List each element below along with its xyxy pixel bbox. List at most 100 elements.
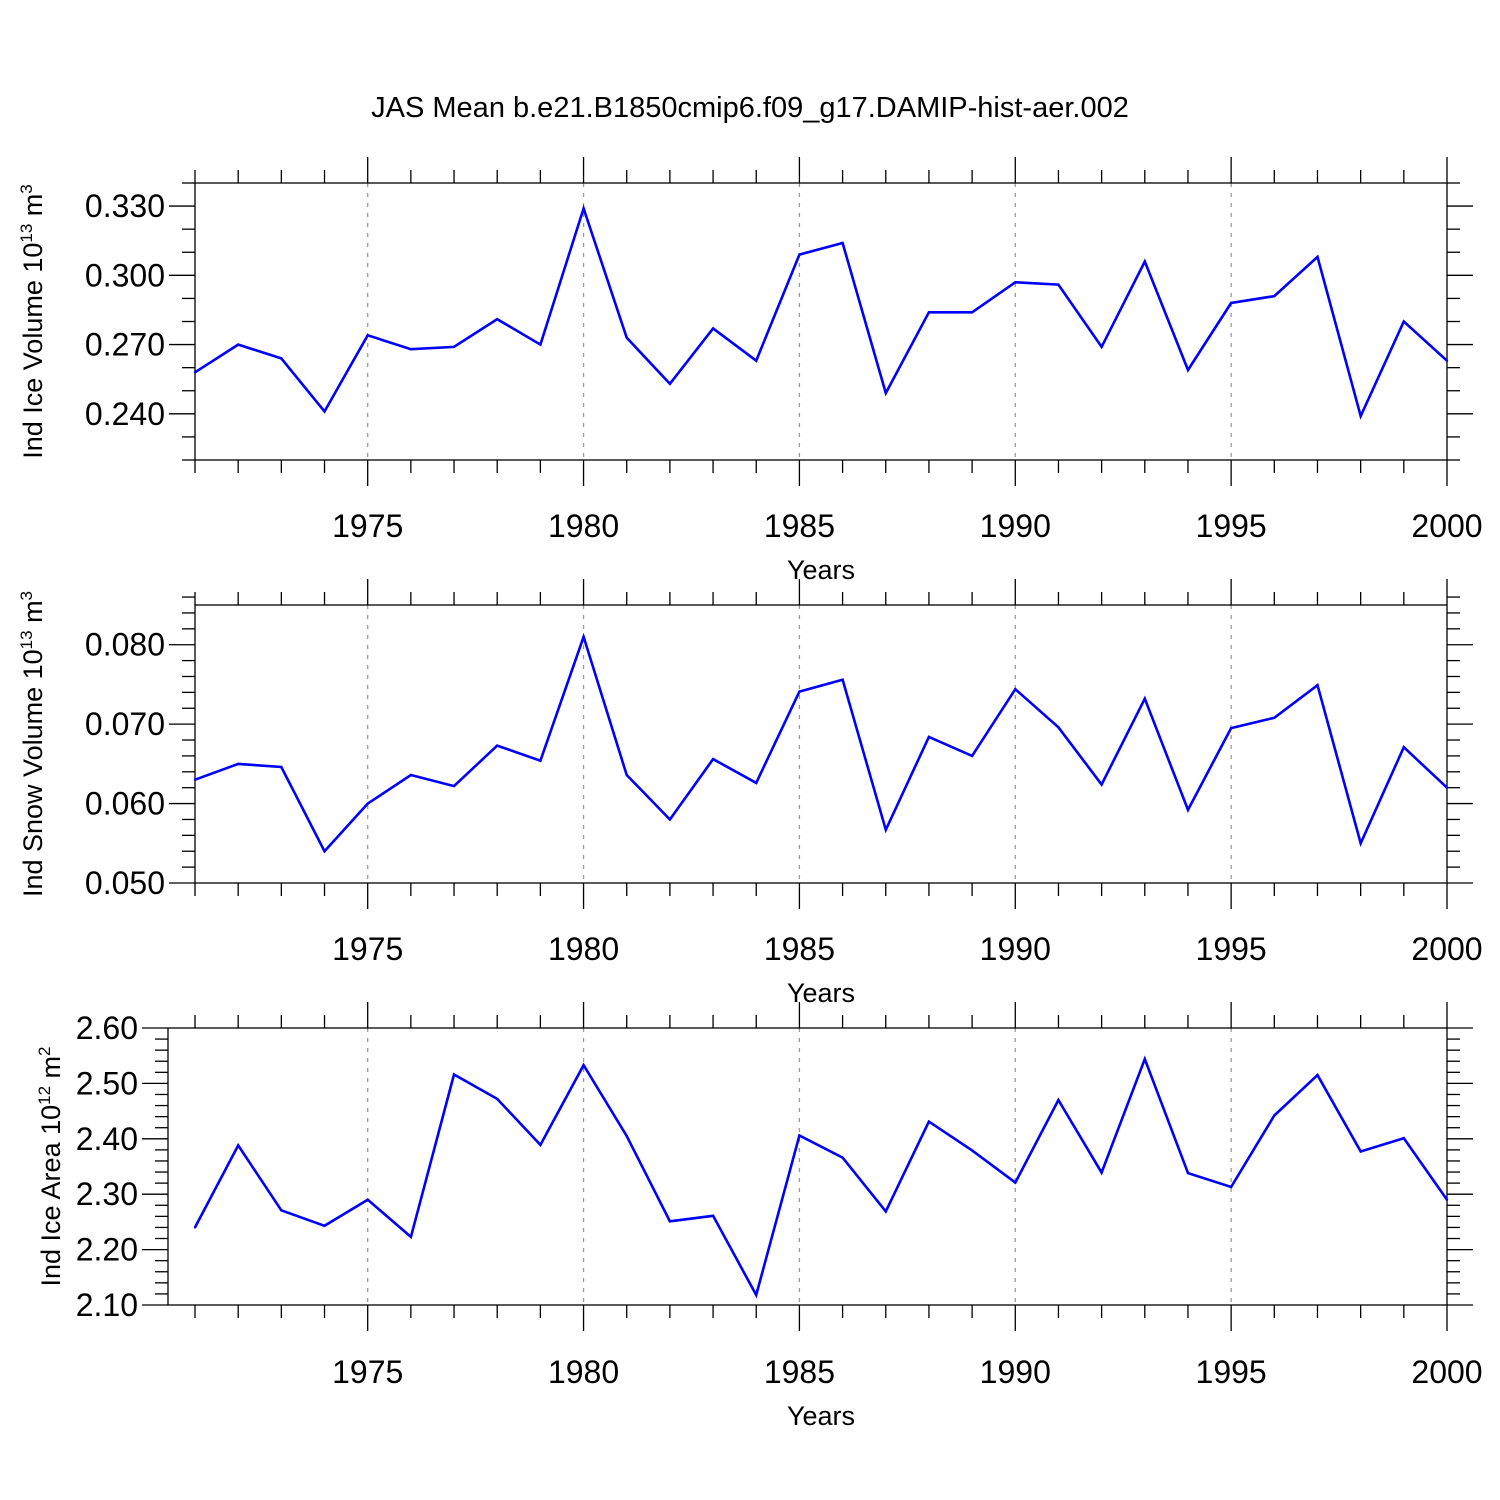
data-point [193, 371, 197, 374]
x-tick-label: 1975 [332, 931, 403, 967]
data-point [193, 778, 197, 781]
panel-1: 1975 1980 1985 1990 1995 2000 Years 0.240 0.270 0… [17, 157, 1483, 585]
data-point [841, 1156, 844, 1159]
data-point [1186, 808, 1190, 812]
data-point [798, 253, 801, 256]
data-point [1057, 726, 1060, 729]
data-point [1014, 687, 1017, 691]
x-tick-label: 1995 [1196, 931, 1267, 967]
data-point [1273, 1114, 1276, 1117]
x-tick-label: 1995 [1196, 508, 1267, 544]
data-point [366, 1198, 369, 1201]
x-tick-label: 1980 [548, 508, 619, 544]
data-point [409, 773, 413, 777]
x-tick-label: 1990 [980, 931, 1051, 967]
data-point [1359, 1150, 1362, 1153]
data-point [884, 1210, 887, 1213]
data-point [755, 781, 758, 785]
data-point [625, 1134, 628, 1138]
data-point [884, 391, 887, 395]
y-axis-title: Ind Ice Volume 1013 m3 [17, 184, 48, 459]
data-point [539, 1143, 542, 1147]
x-tick-label: 2000 [1411, 931, 1482, 967]
x-tick-label: 2000 [1411, 1354, 1482, 1390]
y-tick-label: 2.20 [76, 1232, 138, 1268]
data-point [625, 773, 628, 777]
data-point [1445, 786, 1449, 789]
y-tick-label: 0.050 [85, 865, 165, 901]
data-point [1100, 1171, 1103, 1174]
data-point [452, 1073, 456, 1076]
data-point [711, 1214, 715, 1218]
data-point [452, 784, 456, 788]
plot-frame [167, 1027, 1448, 1306]
data-point [366, 334, 369, 337]
data-point [409, 348, 413, 351]
x-tick-label: 1990 [980, 1354, 1051, 1390]
data-point [668, 1220, 672, 1223]
data-point [236, 1144, 240, 1147]
data-point [1402, 320, 1406, 323]
data-point [884, 828, 887, 831]
y-tick-label: 0.070 [85, 706, 165, 742]
data-point [323, 410, 326, 413]
data-point [236, 343, 240, 346]
y-tick-label: 0.270 [85, 327, 165, 363]
data-point [1186, 1171, 1190, 1175]
data-point [496, 744, 499, 747]
data-point [1229, 1185, 1233, 1189]
series-line [194, 204, 1448, 420]
y-tick-label: 0.080 [85, 627, 165, 663]
data-point [1100, 345, 1103, 349]
x-tick-label: 1985 [764, 508, 835, 544]
x-tick-label: 1985 [764, 931, 835, 967]
data-point [755, 1293, 758, 1297]
data-point [1143, 1057, 1146, 1061]
panel-3: 1975 1980 1985 1990 1995 2000 Years 2.10 2.20 2.3… [35, 1002, 1483, 1431]
data-point [711, 757, 715, 761]
data-point [280, 765, 283, 769]
series-line [194, 632, 1448, 854]
data-point [1014, 281, 1017, 284]
plot-frame [194, 182, 1448, 461]
x-tick-label: 1975 [332, 1354, 403, 1390]
x-axis-title: Years [787, 555, 855, 585]
data-point [582, 1063, 585, 1067]
y-tick-label: 2.30 [76, 1176, 138, 1212]
panel-2: 1975 1980 1985 1990 1995 2000 Years 0.050 0.060 0… [17, 579, 1483, 1008]
data-point [1445, 1198, 1449, 1201]
chart-title: JAS Mean b.e21.B1850cmip6.f09_g17.DAMIP-… [371, 92, 1129, 124]
data-point [193, 1226, 197, 1229]
data-point [927, 311, 931, 314]
y-tick-label: 0.060 [85, 786, 165, 822]
y-tick-label: 2.50 [76, 1065, 138, 1101]
data-point [280, 1209, 283, 1212]
y-axis-title: Ind Snow Volume 1013 m3 [17, 591, 48, 897]
x-tick-label: 1980 [548, 931, 619, 967]
data-point [1359, 842, 1362, 845]
x-axis-title: Years [787, 978, 855, 1008]
data-point [496, 317, 499, 321]
data-point [1359, 414, 1362, 418]
series-line [193, 1055, 1449, 1299]
data-point [1057, 1098, 1060, 1102]
data-point [798, 690, 801, 693]
data-point [668, 382, 672, 386]
y-tick-label: 0.240 [85, 396, 165, 432]
data-point [1273, 294, 1276, 298]
data-point [625, 336, 628, 339]
y-tick-label: 0.300 [85, 257, 165, 293]
y-tick-label: 2.10 [76, 1287, 138, 1323]
data-point [582, 635, 585, 638]
data-point [1057, 283, 1060, 286]
data-point [236, 762, 240, 766]
data-point [1402, 745, 1406, 749]
y-tick-label: 2.60 [76, 1010, 138, 1046]
data-point [1229, 301, 1233, 305]
data-point [1316, 684, 1319, 687]
x-tick-label: 2000 [1411, 508, 1482, 544]
y-tick-label: 2.40 [76, 1121, 138, 1157]
data-point [841, 241, 844, 245]
data-point [1316, 255, 1319, 259]
